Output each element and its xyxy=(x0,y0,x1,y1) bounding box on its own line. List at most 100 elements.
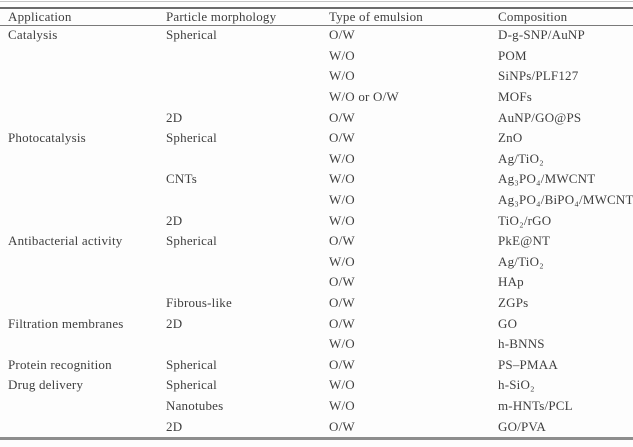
cell-application xyxy=(0,149,166,170)
table-row: Catalysis Spherical O/W D-g-SNP/AuNP xyxy=(0,25,633,46)
cell-composition: PkE@NT xyxy=(498,233,551,249)
header-divider-rule xyxy=(0,25,633,26)
cell-composition: AuNP/GO@PS xyxy=(498,109,582,125)
table-header: Application Particle morphology Type of … xyxy=(0,8,633,25)
cell-composition: MOFs xyxy=(498,89,533,105)
cell-application xyxy=(0,416,166,437)
table-row: Antibacterial activity Spherical O/W PkE@NT xyxy=(0,231,633,252)
column-header-composition: Composition xyxy=(498,8,568,24)
table-bottom-rule xyxy=(0,437,633,440)
cell-type-of-emulsion: W/O xyxy=(329,150,355,166)
cell-particle-morphology: Spherical xyxy=(166,377,217,393)
cell-particle-morphology xyxy=(166,87,329,108)
cell-type-of-emulsion: W/O xyxy=(329,171,355,187)
cell-application: Drug delivery xyxy=(8,377,84,393)
cell-composition: TiO₂/rGO xyxy=(498,212,552,228)
table-row: W/O Ag₃PO₄/BiPO₄/MWCNT xyxy=(0,190,633,211)
cell-composition: GO/PVA xyxy=(498,418,546,434)
column-header-particle-morphology: Particle morphology xyxy=(166,8,277,24)
table-row: 2D O/W AuNP/GO@PS xyxy=(0,107,633,128)
cell-type-of-emulsion: W/O xyxy=(329,47,355,63)
cell-particle-morphology: Spherical xyxy=(166,130,217,146)
cell-composition: Ag/TiO₂ xyxy=(498,253,544,269)
cell-composition: POM xyxy=(498,47,527,63)
cell-application xyxy=(0,334,166,355)
table-row: W/O POM xyxy=(0,46,633,67)
cell-composition: h-SiO₂ xyxy=(498,377,535,393)
cell-type-of-emulsion: O/W xyxy=(329,356,355,372)
cell-type-of-emulsion: O/W xyxy=(329,274,355,290)
cell-composition: PS–PMAA xyxy=(498,356,558,372)
cell-type-of-emulsion: O/W xyxy=(329,418,355,434)
table-row: 2D W/O TiO₂/rGO xyxy=(0,210,633,231)
cell-application: Protein recognition xyxy=(8,356,112,372)
cell-application xyxy=(0,87,166,108)
table-row: W/O SiNPs/PLF127 xyxy=(0,66,633,87)
cell-type-of-emulsion: O/W xyxy=(329,295,355,311)
cell-application xyxy=(0,46,166,67)
cell-type-of-emulsion: W/O xyxy=(329,397,355,413)
cell-composition: Ag/TiO₂ xyxy=(498,150,544,166)
table-row: CNTs W/O Ag₃PO₄/MWCNT xyxy=(0,169,633,190)
applications-table: Application Particle morphology Type of … xyxy=(0,8,633,437)
table-row: 2D O/W GO/PVA xyxy=(0,416,633,437)
cell-type-of-emulsion: O/W xyxy=(329,130,355,146)
cell-application: Filtration membranes xyxy=(8,315,124,331)
column-header-type-of-emulsion: Type of emulsion xyxy=(329,8,423,24)
cell-type-of-emulsion: W/O xyxy=(329,192,355,208)
cell-particle-morphology xyxy=(166,66,329,87)
cell-application xyxy=(0,190,166,211)
table-row: W/O or O/W MOFs xyxy=(0,87,633,108)
cell-application xyxy=(0,169,166,190)
table-row: Filtration membranes 2D O/W GO xyxy=(0,313,633,334)
cell-composition: SiNPs/PLF127 xyxy=(498,68,579,84)
table-body: Catalysis Spherical O/W D-g-SNP/AuNP W/O POM W… xyxy=(0,25,633,437)
table-row: Photocatalysis Spherical O/W ZnO xyxy=(0,128,633,149)
cell-particle-morphology: Spherical xyxy=(166,233,217,249)
cell-application: Antibacterial activity xyxy=(8,233,123,249)
cell-application xyxy=(0,396,166,417)
cell-particle-morphology xyxy=(166,149,329,170)
cell-particle-morphology: 2D xyxy=(166,109,183,125)
cell-composition: h-BNNS xyxy=(498,336,545,352)
table-row: W/O h-BNNS xyxy=(0,334,633,355)
table-row: Protein recognition Spherical O/W PS–PMAA xyxy=(0,355,633,376)
cell-application xyxy=(0,293,166,314)
cell-composition: GO xyxy=(498,315,518,331)
cell-particle-morphology: CNTs xyxy=(166,171,197,187)
cell-type-of-emulsion: O/W xyxy=(329,109,355,125)
table-row: Drug delivery Spherical W/O h-SiO₂ xyxy=(0,375,633,396)
cell-application xyxy=(0,107,166,128)
cell-type-of-emulsion: O/W xyxy=(329,315,355,331)
cell-type-of-emulsion: W/O xyxy=(329,377,355,393)
cell-composition: D-g-SNP/AuNP xyxy=(498,27,585,43)
cell-application xyxy=(0,252,166,273)
cell-particle-morphology xyxy=(166,190,329,211)
top-edge-rule xyxy=(0,1,633,2)
cell-composition: Ag₃PO₄/MWCNT xyxy=(498,171,596,187)
cell-type-of-emulsion: W/O xyxy=(329,68,355,84)
cell-application xyxy=(0,66,166,87)
table-row: O/W HAp xyxy=(0,272,633,293)
cell-type-of-emulsion: W/O xyxy=(329,212,355,228)
cell-composition: Ag₃PO₄/BiPO₄/MWCNT xyxy=(498,192,633,208)
table-top-rule xyxy=(0,7,633,9)
cell-application: Photocatalysis xyxy=(8,130,86,146)
header-row: Application Particle morphology Type of … xyxy=(0,8,633,25)
cell-application: Catalysis xyxy=(8,27,58,43)
cell-particle-morphology: Nanotubes xyxy=(166,397,224,413)
cell-particle-morphology: Spherical xyxy=(166,27,217,43)
cell-particle-morphology: 2D xyxy=(166,212,183,228)
table-row: Nanotubes W/O m-HNTs/PCL xyxy=(0,396,633,417)
column-header-application: Application xyxy=(8,8,72,24)
table-row: W/O Ag/TiO₂ xyxy=(0,252,633,273)
cell-composition: ZnO xyxy=(498,130,523,146)
cell-particle-morphology: 2D xyxy=(166,418,183,434)
cell-type-of-emulsion: W/O xyxy=(329,253,355,269)
cell-application xyxy=(0,272,166,293)
cell-particle-morphology xyxy=(166,46,329,67)
cell-particle-morphology: Spherical xyxy=(166,356,217,372)
cell-application xyxy=(0,210,166,231)
cell-type-of-emulsion: O/W xyxy=(329,27,355,43)
